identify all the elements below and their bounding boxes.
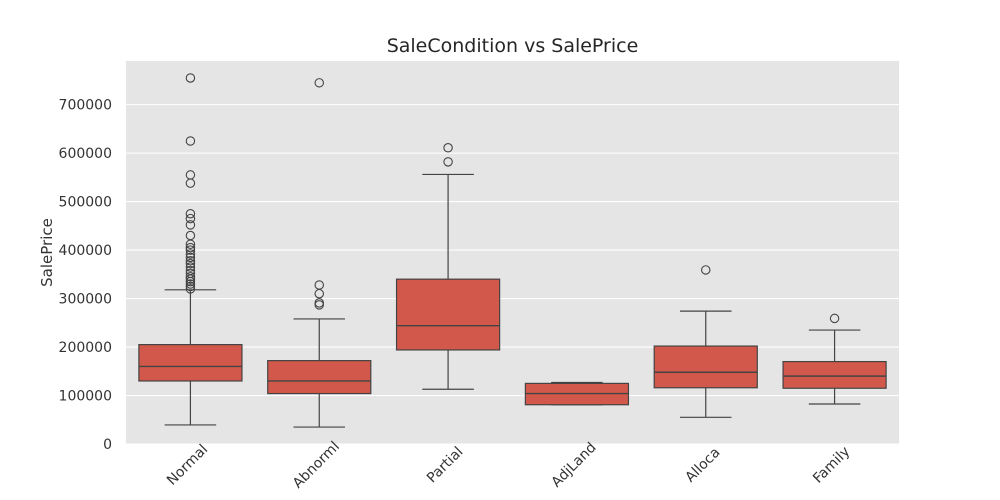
outlier-point [829,313,840,324]
outlier-point [185,213,196,224]
y-tick-label-500000: 500000 [59,195,112,211]
outlier-point [185,242,196,253]
box-iqr [653,345,758,389]
outlier-point [185,73,196,83]
y-tick-label-600000: 600000 [59,146,112,162]
outlier-point [185,279,196,289]
outlier-point [185,274,196,284]
y-tick-label-300000: 300000 [59,292,112,308]
x-tick-label-adjland: AdjLand [549,440,600,491]
outlier-point [185,271,196,282]
outlier-point [185,245,196,255]
box-adjland [524,381,630,406]
outlier-point [185,284,196,294]
outlier-point [185,239,196,250]
outlier-point [185,208,196,219]
outlier-point [185,281,196,292]
x-tick-label-alloca: Alloca [682,445,723,486]
y-tick-label-200000: 200000 [59,340,112,356]
outlier-point [185,178,196,188]
y-tick-label-100000: 100000 [59,389,112,405]
box-iqr [782,360,887,389]
x-tick-label-family: Family [810,444,853,487]
x-tick-label-abnorml: Abnorml [290,439,343,492]
outlier-point [700,265,711,275]
box-family [782,313,887,405]
outlier-point [185,136,196,146]
box-iqr [267,360,372,395]
outlier-point [314,300,324,310]
y-tick-label-400000: 400000 [59,243,112,259]
grid-lines [126,104,899,445]
y-tick-label-700000: 700000 [59,98,112,114]
y-tick-label-0: 0 [103,437,112,453]
box-abnorml [267,78,372,428]
outlier-point [443,157,453,167]
outlier-point [185,220,196,230]
outlier-point [185,258,196,269]
outlier-point [314,288,324,299]
box-iqr [395,278,501,351]
y-axis-label: SalePrice [38,218,56,287]
outlier-point [443,143,453,153]
x-tick-label-normal: Normal [164,442,211,489]
y-axis-ticks: 0 100000 200000 300000 400000 500000 600000 700… [59,98,112,453]
box-alloca [653,265,758,418]
outlier-point [185,262,196,272]
box-partial [395,143,501,390]
box-normal [138,73,243,426]
outlier-point [185,255,196,266]
plot-background [126,61,899,444]
x-tick-label-partial: Partial [424,444,466,486]
outlier-point [185,276,196,287]
outlier-point [185,252,196,263]
box-iqr [138,344,243,382]
chart-title: SaleCondition vs SalePrice [387,35,639,57]
box-series [138,73,887,428]
outlier-point [185,249,196,259]
outlier-point [314,78,324,88]
x-axis-ticks: Normal Abnorml Partial AdjLand Alloca Family [164,439,853,492]
